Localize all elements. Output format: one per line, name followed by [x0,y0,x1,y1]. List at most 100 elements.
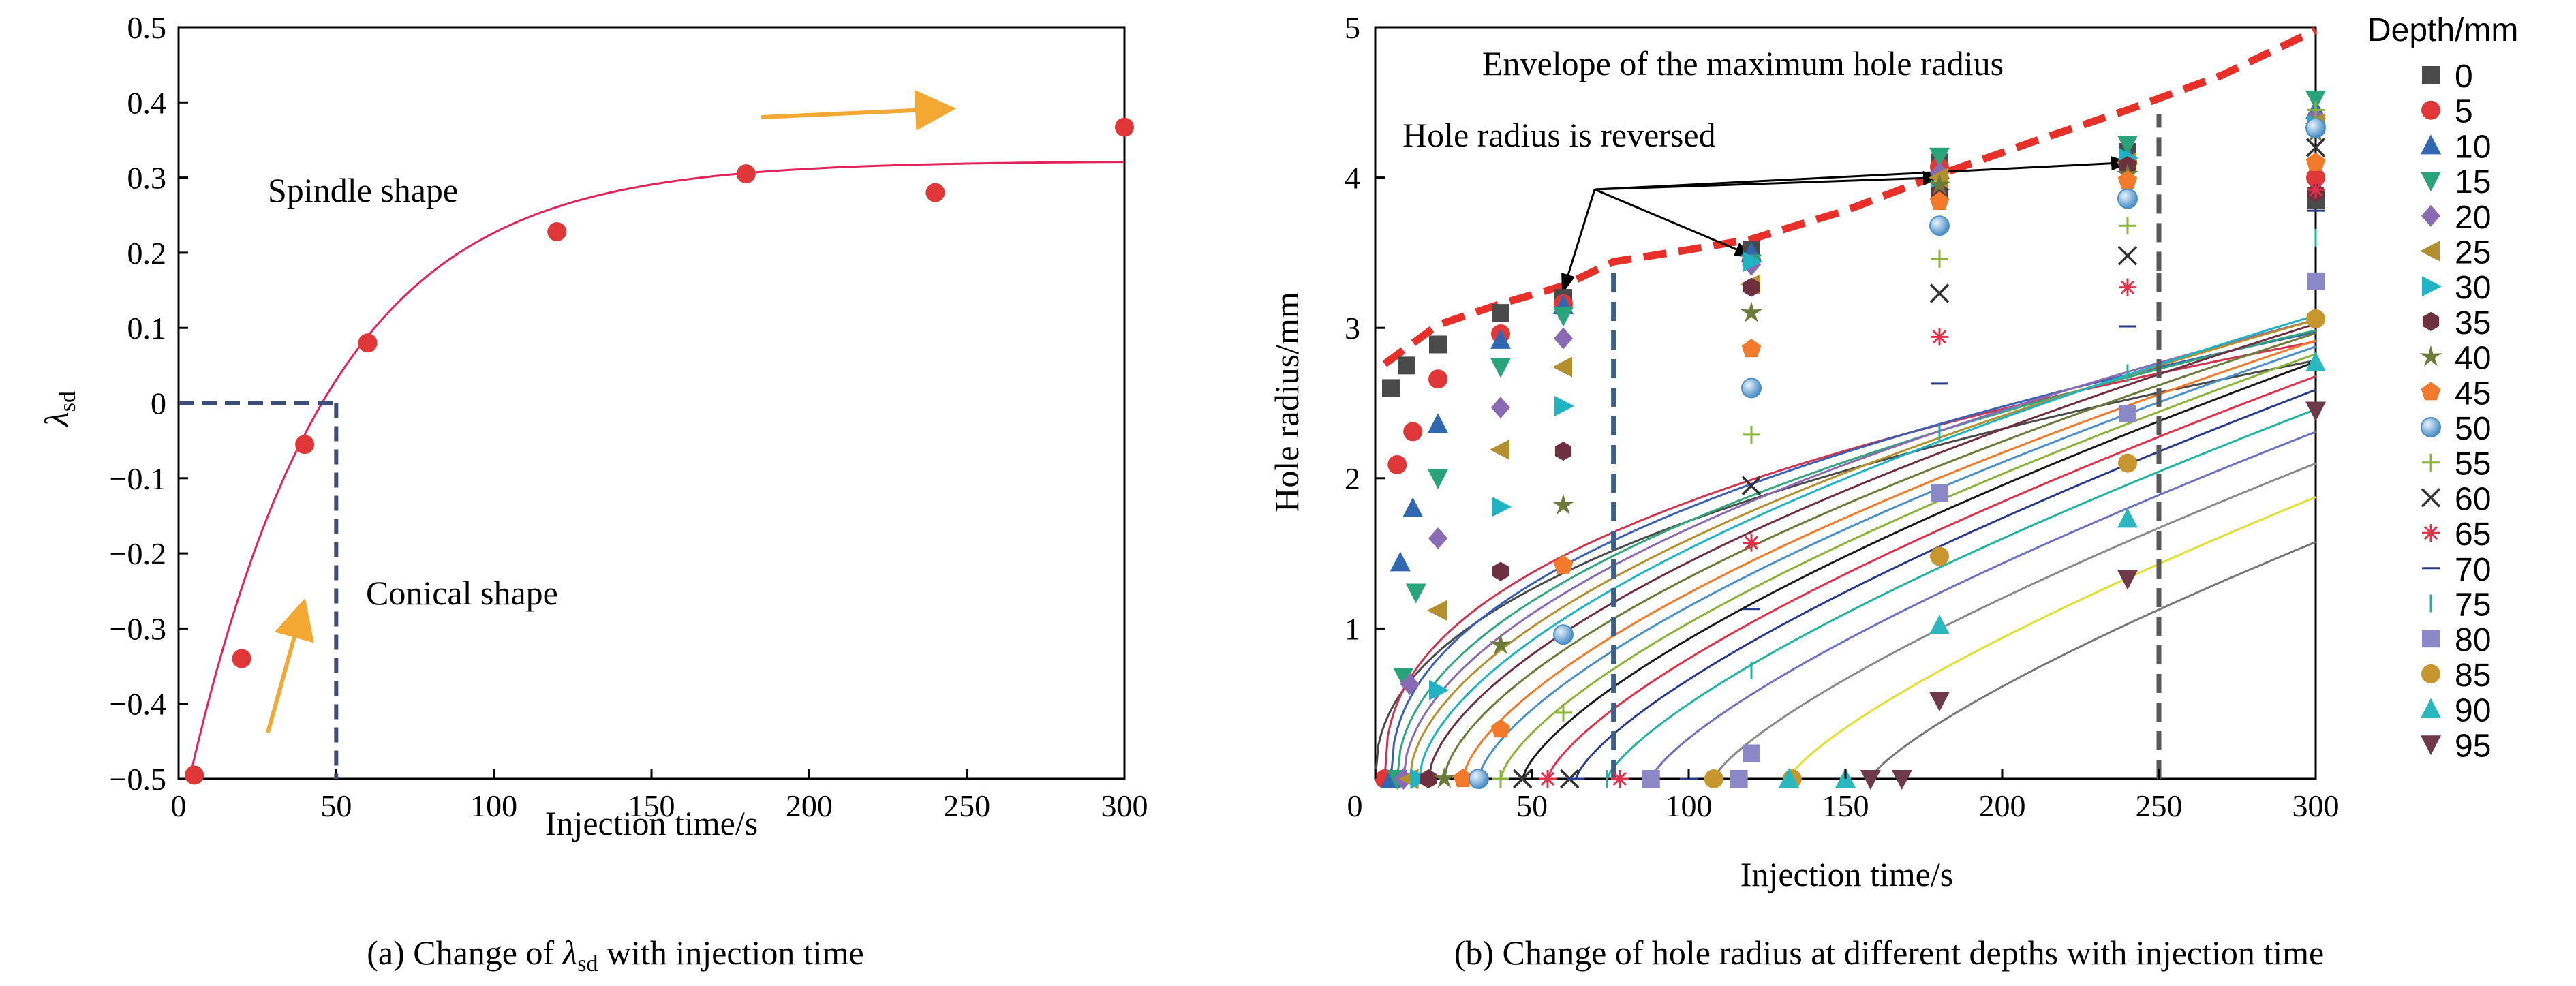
series-point-65 [1931,328,1948,346]
panel-b-caption: (b) Change of hole radius at different d… [1454,934,2325,972]
series-point-45 [2117,170,2138,189]
legend-label-0: 0 [2455,59,2473,95]
series-curve-35 [1427,322,2316,779]
series-point-45 [1929,191,1950,210]
series-point-20 [1554,327,1573,350]
series-point-20 [1428,527,1447,550]
series-point-95 [1891,770,1912,790]
legend-marker-25 [2420,241,2440,262]
series-point-65 [1610,770,1629,788]
series-point-10 [1390,551,1411,572]
panel-a-xtick-label: 200 [786,788,833,823]
legend-marker-15 [2421,172,2441,192]
series-point-20 [1400,673,1420,696]
series-point-95 [2305,401,2326,422]
series-point-65 [2307,181,2325,199]
legend-label-40: 40 [2455,341,2491,377]
legend-marker-55 [2422,453,2440,472]
panel-a-xtick-label: 250 [943,788,990,823]
series-curve-5 [1383,340,2316,779]
series-curve-0 [1375,359,2316,779]
panel-a-xtick-label: 150 [628,788,675,823]
trend-arrow-up [266,598,314,733]
series-curve-90 [1788,496,2316,779]
series-point-65 [1539,770,1557,788]
series-point-45 [1453,769,1473,788]
series-curve-45 [1462,339,2316,779]
series-point-65 [1743,534,1760,552]
series-point-20 [1491,397,1510,419]
data-point [547,222,567,242]
series-point-35 [1743,277,1760,297]
series-point-5 [1403,422,1423,442]
annotation-pointer [1594,188,1755,258]
panel-a-ytick-label: 0.3 [127,161,167,196]
series-point-40 [1740,301,1763,322]
series-point-50 [1553,624,1574,645]
legend-label-10: 10 [2455,129,2491,165]
data-point [185,765,204,785]
series-point-0 [1492,304,1509,322]
series-point-85 [1930,546,1949,566]
legend-marker-30 [2422,276,2442,297]
panel-a-xtick-label: 100 [470,788,517,823]
series-curve-20 [1402,318,2316,779]
panel-a-ytick-label: −0.3 [110,611,166,646]
series-point-15 [1405,583,1426,604]
series-point-85 [1704,769,1723,788]
series-point-30 [1743,251,1762,273]
series-point-40 [1433,767,1456,788]
panel-a-xtick-label: 0 [171,788,187,823]
legend-marker-5 [2421,100,2440,120]
panel-a-ylabel: λsd [37,391,80,428]
series-point-80 [1743,744,1760,762]
series-curve-55 [1499,353,2316,779]
legend-marker-40 [2419,345,2442,367]
series-point-55 [1554,703,1572,722]
series-point-5 [2306,168,2325,187]
legend-label-20: 20 [2455,200,2491,236]
panel-a-ytick-label: 0.4 [127,85,167,120]
legend-label-25: 25 [2455,235,2491,271]
series-point-50 [1741,378,1762,399]
data-point [232,649,251,668]
series-point-0 [1382,379,1400,397]
annotation-envelope: Envelope of the maximum hole radius [1482,44,2004,82]
panel-a: 0 50 100 150 200 250 300 0.5 0.4 0.3 0.2 0.1 0 −0.1 −0… [37,10,1148,976]
panel-a-xtick-label: 300 [1101,788,1148,823]
legend-label-15: 15 [2455,164,2491,200]
legend-marker-20 [2421,204,2440,227]
series-point-25 [1552,356,1572,378]
legend-label-90: 90 [2455,693,2491,729]
panel-b-xtick-label: 150 [1822,788,1869,823]
series-point-90 [1779,768,1800,788]
series-point-45 [1490,719,1511,738]
series-point-95 [1860,770,1881,790]
series-point-0 [1429,335,1447,354]
panel-b-xtick-label: 50 [1516,788,1548,823]
annotation-reversed: Hole radius is reversed [1402,116,1716,154]
data-point [736,164,756,184]
legend-marker-50 [2421,417,2441,437]
series-point-60 [1512,769,1533,789]
envelope-line [1382,27,2318,367]
panel-a-ytick-label: 0.2 [127,236,167,271]
panel-a-ytick-label: −0.2 [110,536,166,571]
panel-b-ytick-label: 2 [1345,461,1360,496]
panel-a-ytick-label: −0.1 [110,461,166,496]
series-point-5 [1387,455,1407,474]
panel-b-ytick-label: 4 [1345,161,1360,196]
series-point-95 [1929,692,1950,712]
panel-b-xlabel: Injection time/s [1741,855,1953,893]
legend-marker-45 [2421,382,2441,401]
series-point-60 [1929,283,1950,303]
series-point-80 [1642,770,1660,788]
series-point-60 [2117,246,2138,266]
series-point-30 [1554,395,1574,416]
panel-a-ytick-label: −0.5 [110,762,166,797]
series-point-5 [1428,369,1447,389]
panel-a-caption-suffix: with injection time [598,934,864,972]
legend-label-60: 60 [2455,481,2491,517]
